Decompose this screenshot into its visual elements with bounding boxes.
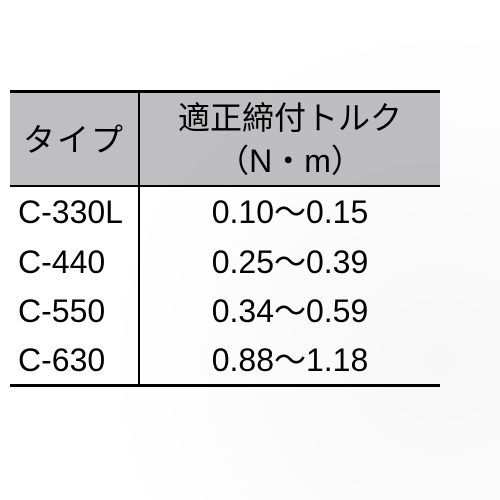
cell-type: C-630 — [10, 335, 139, 386]
table-row: C-630 0.88～1.18 — [10, 335, 440, 386]
table-header-row: タイプ 適正締付トルク（N・m） — [10, 92, 440, 187]
cell-torque: 0.88～1.18 — [139, 335, 440, 386]
cell-type: C-330L — [10, 186, 139, 236]
torque-table-wrapper: タイプ 適正締付トルク（N・m） C-330L 0.10～0.15 C-440 … — [10, 90, 440, 387]
col-header-torque: 適正締付トルク（N・m） — [139, 92, 440, 187]
col-header-type: タイプ — [10, 92, 139, 187]
table-row: C-440 0.25～0.39 — [10, 237, 440, 286]
table-row: C-330L 0.10～0.15 — [10, 186, 440, 236]
page-background: タイプ 適正締付トルク（N・m） C-330L 0.10～0.15 C-440 … — [0, 0, 500, 500]
cell-torque: 0.10～0.15 — [139, 186, 440, 236]
torque-table: タイプ 適正締付トルク（N・m） C-330L 0.10～0.15 C-440 … — [10, 90, 440, 387]
cell-torque: 0.25～0.39 — [139, 237, 440, 286]
cell-type: C-440 — [10, 237, 139, 286]
table-row: C-550 0.34～0.59 — [10, 286, 440, 335]
cell-type: C-550 — [10, 286, 139, 335]
cell-torque: 0.34～0.59 — [139, 286, 440, 335]
